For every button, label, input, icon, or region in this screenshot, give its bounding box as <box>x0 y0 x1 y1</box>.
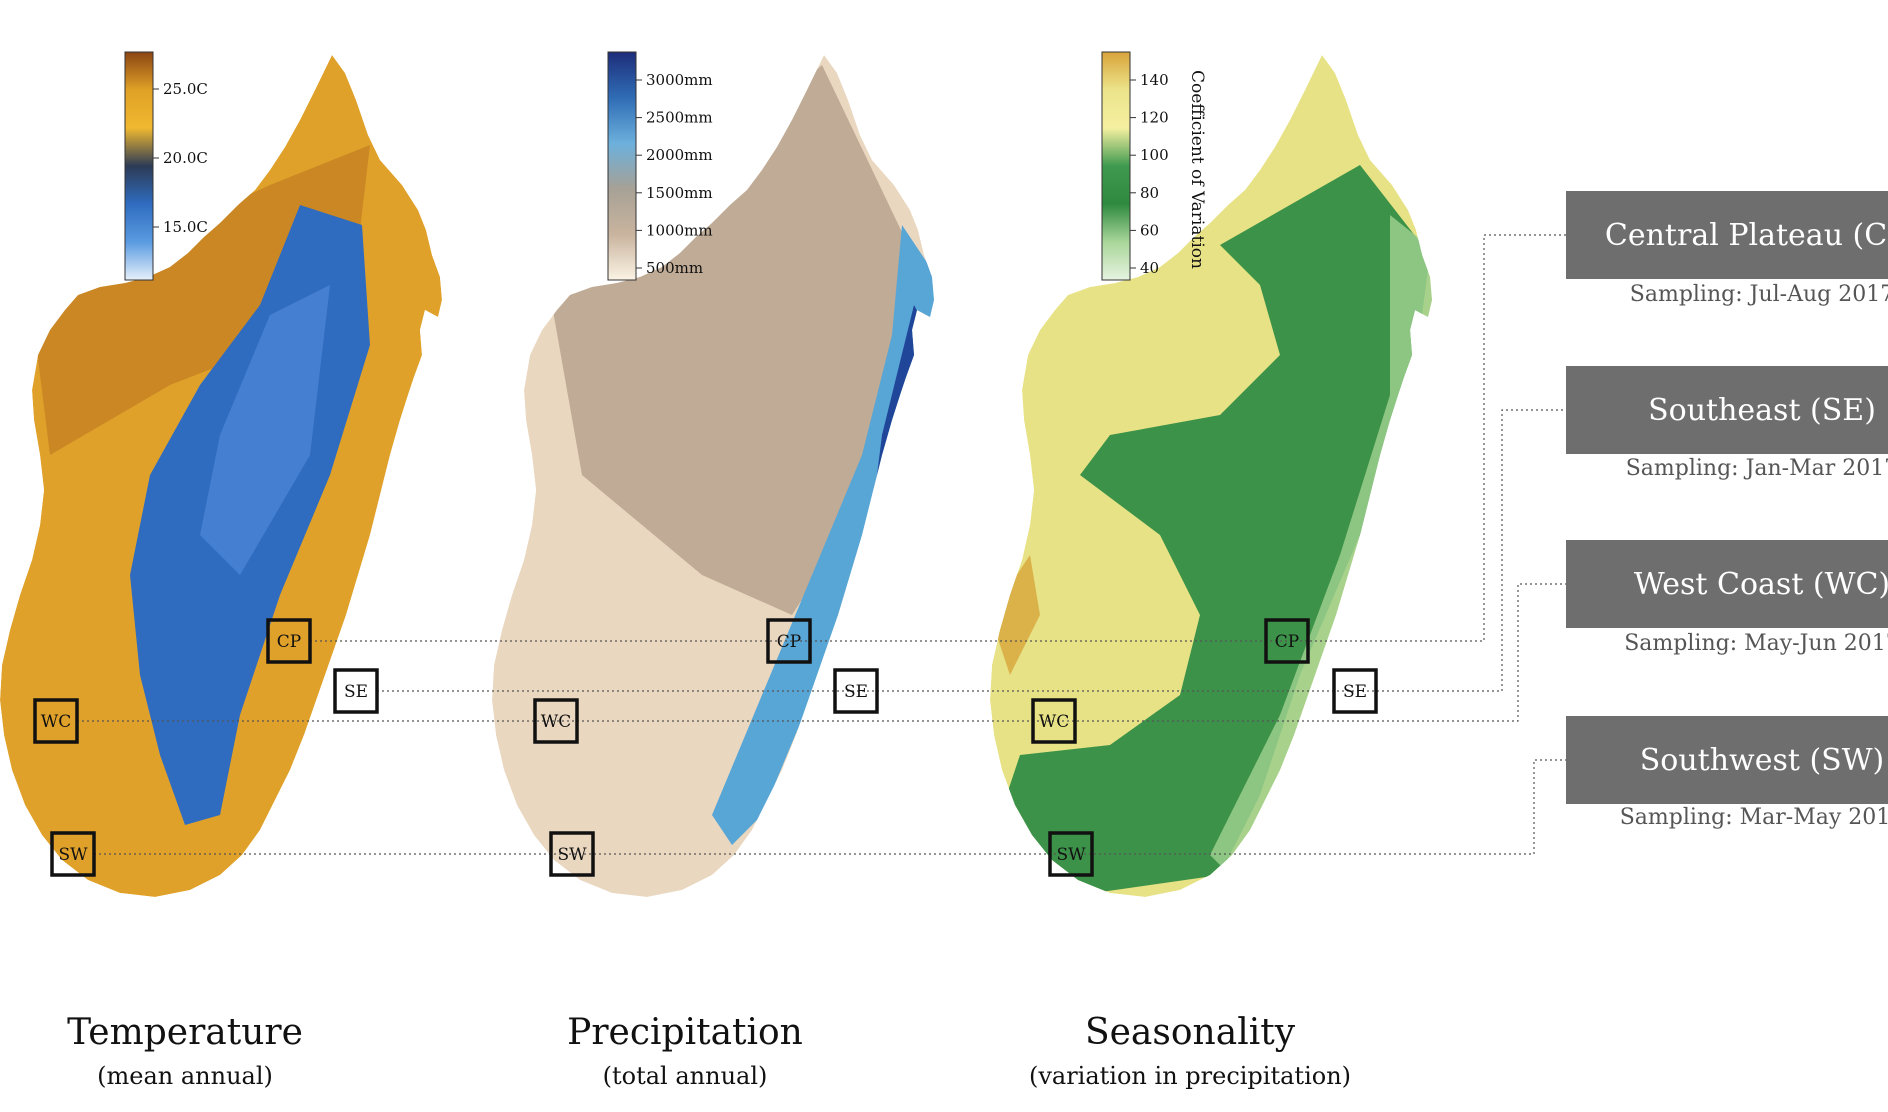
site-marker-se: SE <box>833 668 879 714</box>
site-marker-cp: CP <box>266 618 312 664</box>
precipitation-interior <box>552 65 932 615</box>
legend-layer: 25.0C 20.0C 15.0C 3000mm 2500mm 2000mm 1500mm 1… <box>124 51 1207 281</box>
site-label: SW <box>1056 845 1086 865</box>
region-box-wc: West Coast (WC) <box>1566 540 1888 628</box>
legend-tick-label: 3000mm <box>646 71 713 89</box>
temperature-map <box>0 55 442 897</box>
site-label: CP <box>1275 632 1299 652</box>
region-sampling-se: Sampling: Jan-Mar 2017 <box>1625 456 1888 481</box>
legend-tick-label: 80 <box>1140 184 1159 202</box>
legend-colorbar <box>607 51 637 281</box>
connector-se <box>377 409 1566 692</box>
legend-tick-label: 2000mm <box>646 146 713 164</box>
site-label: SE <box>844 682 868 702</box>
region-sampling-cp: Sampling: Jul-Aug 2017 <box>1629 282 1888 307</box>
temperature-title: Temperature <box>67 1012 303 1053</box>
region-box-se: Southeast (SE) <box>1566 366 1888 454</box>
legend-tick-label: 60 <box>1140 221 1159 239</box>
legend-tick-label: 20.0C <box>163 149 208 167</box>
legend-tick-label: 500mm <box>646 259 703 277</box>
temperature-legend: 25.0C 20.0C 15.0C <box>124 51 208 281</box>
map-layer <box>0 55 1432 897</box>
legend-tick-label: 15.0C <box>163 218 208 236</box>
region-sampling-sw: Sampling: Mar-May 2017 <box>1619 805 1888 830</box>
temperature-subtitle: (mean annual) <box>97 1062 273 1090</box>
site-marker-sw: SW <box>549 831 595 877</box>
connector-cp <box>310 234 1566 642</box>
site-label: WC <box>1039 712 1069 732</box>
seasonality-west-high <box>990 555 1040 675</box>
site-label: SE <box>1343 682 1367 702</box>
site-label: CP <box>277 632 301 652</box>
site-label: SW <box>557 845 587 865</box>
site-marker-sw: SW <box>50 831 96 877</box>
legend-title: Coefficient of Variation <box>1187 70 1207 269</box>
site-markers: CP CP CP SE SE SE WC WC WC SW SW SW <box>33 618 1378 877</box>
site-marker-cp: CP <box>1264 618 1310 664</box>
site-label: SE <box>344 682 368 702</box>
legend-tick-label: 140 <box>1140 71 1169 89</box>
precipitation-title: Precipitation <box>567 1012 803 1053</box>
seasonality-legend: 140 120 100 80 60 40 Coefficient of Variation <box>1101 51 1207 281</box>
precipitation-east-coast <box>712 225 934 845</box>
site-label: WC <box>41 712 71 732</box>
connector-wc <box>77 583 1566 722</box>
legend-tick-label: 1500mm <box>646 184 713 202</box>
legend-tick-label: 2500mm <box>646 109 713 127</box>
legend-tick-label: 40 <box>1140 259 1159 277</box>
temperature-north-warm <box>30 145 370 455</box>
site-label: CP <box>777 632 801 652</box>
site-marker-wc: WC <box>533 698 579 744</box>
seasonality-title: Seasonality <box>1084 1012 1296 1053</box>
seasonality-east-low <box>1210 215 1432 875</box>
site-marker-cp: CP <box>766 618 812 664</box>
connector-sw <box>94 759 1566 855</box>
site-label: WC <box>541 712 571 732</box>
site-marker-sw: SW <box>1048 831 1094 877</box>
legend-tick-label: 1000mm <box>646 221 713 239</box>
temperature-highland-peaks <box>200 285 330 575</box>
seasonality-green-zone <box>1000 165 1430 895</box>
site-marker-se: SE <box>1332 668 1378 714</box>
precipitation-legend: 3000mm 2500mm 2000mm 1500mm 1000mm 500mm <box>607 51 713 281</box>
site-marker-wc: WC <box>1031 698 1077 744</box>
region-box-cp: Central Plateau (CP) <box>1566 191 1888 279</box>
region-sampling-wc: Sampling: May-Jun 2017 <box>1624 631 1888 656</box>
legend-colorbar <box>124 51 154 281</box>
precipitation-map <box>492 55 934 897</box>
seasonality-map <box>990 55 1432 897</box>
legend-tick-label: 25.0C <box>163 80 208 98</box>
seasonality-subtitle: (variation in precipitation) <box>1028 1062 1352 1090</box>
precipitation-subtitle: (total annual) <box>602 1062 768 1090</box>
region-box-sw: Southwest (SW) <box>1566 716 1888 804</box>
legend-tick-label: 120 <box>1140 109 1169 127</box>
site-marker-se: SE <box>333 668 379 714</box>
connector-lines <box>77 234 1566 855</box>
legend-colorbar <box>1101 51 1131 281</box>
legend-tick-label: 100 <box>1140 146 1169 164</box>
site-marker-wc: WC <box>33 698 79 744</box>
site-label: SW <box>58 845 88 865</box>
